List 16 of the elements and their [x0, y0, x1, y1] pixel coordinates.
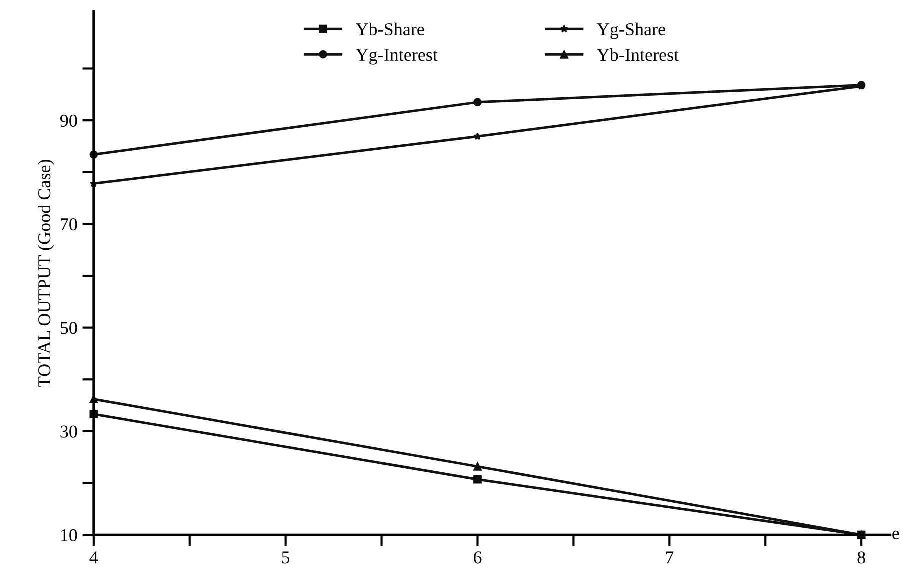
- x-tick-label: 4: [90, 552, 98, 564]
- x-tick-label: 7: [666, 552, 674, 564]
- y-axis-title: TOTAL OUTPUT (Good Case): [38, 160, 54, 388]
- y-tick-label: 30: [60, 426, 78, 438]
- legend-label: Yg-Share: [597, 22, 666, 40]
- x-tick-label: 5: [282, 552, 290, 564]
- y-tick-label: 50: [60, 322, 78, 334]
- x-axis-title: e: [892, 530, 900, 540]
- y-tick-label: 70: [61, 218, 78, 231]
- x-tick-label: 6: [474, 552, 482, 564]
- y-tick-label: 10: [61, 529, 78, 542]
- legend-label: Yb-Share: [356, 22, 424, 36]
- legend-label: Yb-Interest: [597, 48, 679, 62]
- x-tick-label: 8: [858, 552, 866, 564]
- legend-label: Yg-Interest: [356, 49, 438, 65]
- y-tick-label: 90: [60, 114, 78, 128]
